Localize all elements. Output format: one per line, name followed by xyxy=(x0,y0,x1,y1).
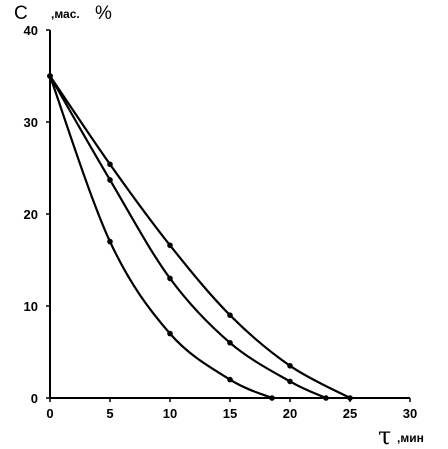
x-tick-label: 0 xyxy=(46,406,53,421)
y-tick-label: 30 xyxy=(24,115,38,130)
data-point xyxy=(107,177,113,183)
x-axis-label-symbol: τ xyxy=(378,422,391,449)
y-axis-label-percent: % xyxy=(95,3,112,24)
y-axis-label-unit: ,мас. xyxy=(51,7,80,21)
y-ticks: 0 10 20 30 40 xyxy=(24,23,50,406)
y-axis-label-symbol: C xyxy=(14,3,28,24)
data-point xyxy=(227,376,233,383)
data-point xyxy=(167,330,173,337)
data-point xyxy=(107,161,113,168)
y-tick-label: 40 xyxy=(24,23,38,38)
series-line-3 xyxy=(48,75,273,400)
data-point xyxy=(107,238,113,245)
chart-series xyxy=(48,75,351,400)
x-ticks: 0 5 10 15 20 25 30 xyxy=(46,398,417,421)
series-line-2 xyxy=(49,75,327,400)
x-tick-label: 15 xyxy=(223,406,237,421)
data-point xyxy=(167,275,173,282)
series-line-1 xyxy=(49,75,351,399)
x-axis-label-unit: ,мин xyxy=(397,431,424,445)
data-point xyxy=(287,363,293,369)
chart-points xyxy=(47,73,353,401)
x-tick-label: 5 xyxy=(106,406,113,421)
data-point xyxy=(227,340,233,346)
data-point xyxy=(347,395,353,401)
y-tick-label: 20 xyxy=(24,207,38,222)
data-point xyxy=(227,312,233,319)
data-point xyxy=(269,395,275,401)
x-tick-label: 10 xyxy=(163,406,177,421)
x-tick-label: 25 xyxy=(343,406,357,421)
y-tick-label: 10 xyxy=(24,299,38,314)
y-tick-label: 0 xyxy=(31,391,38,406)
x-tick-label: 20 xyxy=(283,406,297,421)
data-point xyxy=(287,378,293,385)
data-point xyxy=(47,73,53,79)
data-point xyxy=(167,242,173,249)
data-point xyxy=(323,395,329,401)
x-tick-label: 30 xyxy=(403,406,417,421)
